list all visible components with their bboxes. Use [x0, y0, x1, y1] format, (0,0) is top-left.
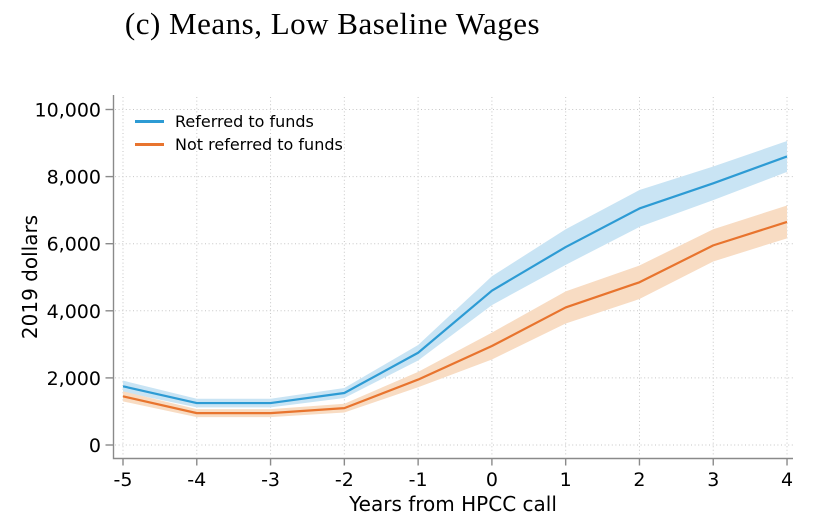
legend: Referred to funds Not referred to funds [135, 110, 343, 156]
svg-text:3: 3 [707, 469, 719, 491]
confidence-band-referred [123, 141, 788, 408]
legend-label-referred: Referred to funds [175, 112, 314, 131]
y-tick-labels: 0 2,000 4,000 6,000 8,000 10,000 [35, 100, 101, 458]
chart-title: (c) Means, Low Baseline Wages [124, 6, 541, 41]
svg-text:0: 0 [89, 435, 101, 457]
svg-text:-4: -4 [187, 469, 206, 491]
svg-text:6,000: 6,000 [47, 234, 101, 256]
axes [112, 95, 793, 460]
legend-label-not-referred: Not referred to funds [175, 135, 343, 154]
x-tick-labels: -5 -4 -3 -2 -1 0 1 2 3 4 [114, 469, 794, 491]
svg-text:-3: -3 [261, 469, 280, 491]
series-line-not-referred [122, 220, 788, 415]
svg-text:-1: -1 [409, 469, 428, 491]
referred-line-swatch [135, 120, 164, 123]
svg-text:10,000: 10,000 [35, 100, 101, 122]
legend-item-not-referred: Not referred to funds [135, 133, 343, 156]
svg-text:1: 1 [560, 469, 572, 491]
x-axis-label: Years from HPCC call [349, 492, 557, 516]
gridlines [115, 97, 793, 455]
svg-text:-5: -5 [114, 469, 133, 491]
svg-text:4,000: 4,000 [47, 301, 101, 323]
svg-text:8,000: 8,000 [47, 167, 101, 189]
legend-item-referred: Referred to funds [135, 110, 343, 133]
svg-text:4: 4 [781, 469, 793, 491]
svg-text:-2: -2 [335, 469, 354, 491]
not-referred-line-swatch [135, 143, 164, 146]
svg-text:2,000: 2,000 [47, 368, 101, 390]
svg-text:0: 0 [486, 469, 498, 491]
tick-marks [105, 108, 788, 466]
series-line-referred [122, 155, 788, 405]
svg-text:2: 2 [633, 469, 645, 491]
